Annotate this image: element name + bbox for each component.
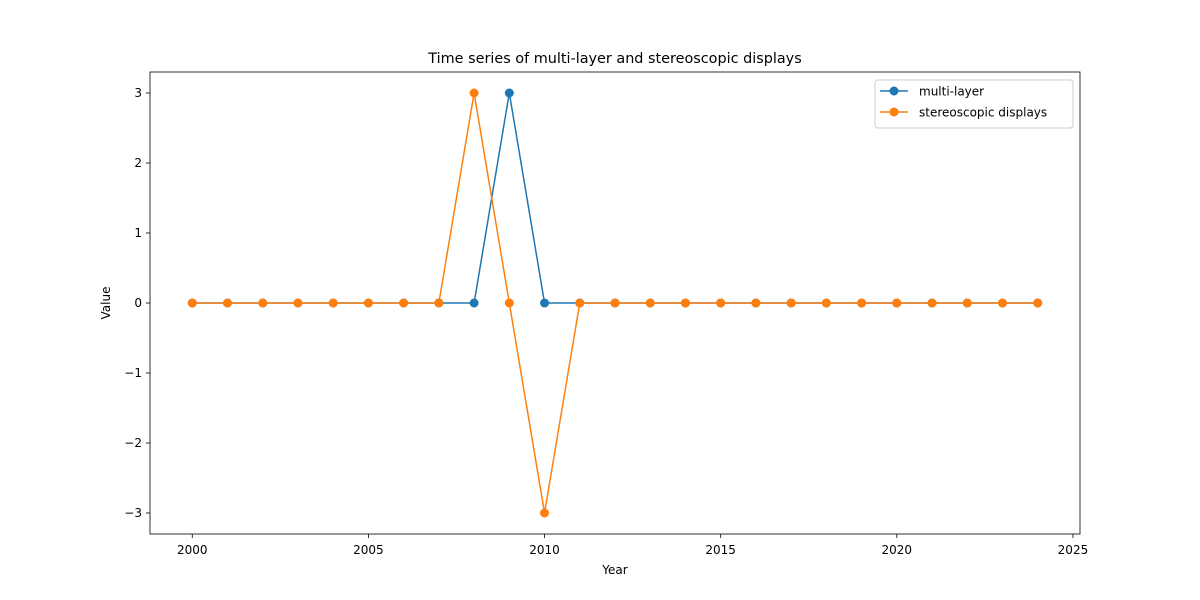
x-tick-label: 2000 — [177, 543, 208, 557]
legend-label: stereoscopic displays — [919, 106, 1047, 120]
y-tick-label: −1 — [124, 366, 142, 380]
x-tick-label: 2020 — [882, 543, 913, 557]
data-point — [293, 298, 303, 308]
chart-title: Time series of multi-layer and stereosco… — [427, 51, 801, 67]
data-point — [575, 298, 585, 308]
data-point — [504, 298, 514, 308]
y-tick-label: 0 — [134, 296, 142, 310]
data-point — [328, 298, 338, 308]
y-tick-label: 3 — [134, 86, 142, 100]
data-point — [223, 298, 232, 308]
data-point — [751, 298, 761, 308]
y-tick-label: 2 — [134, 156, 142, 170]
x-tick-label: 2010 — [529, 543, 560, 557]
y-tick-label: −2 — [124, 436, 142, 450]
data-point — [786, 298, 796, 308]
legend-marker — [889, 86, 899, 96]
data-point — [540, 298, 550, 308]
legend-label: multi-layer — [919, 85, 984, 99]
data-point — [258, 298, 268, 308]
data-point — [645, 298, 655, 308]
data-point — [399, 298, 409, 308]
data-point — [821, 298, 831, 308]
data-point — [540, 508, 550, 518]
legend: multi-layer stereoscopic displays — [874, 79, 1074, 129]
x-tick-label: 2005 — [353, 543, 384, 557]
y-axis: 3 2 1 0 −1 −2 −3 — [124, 86, 150, 520]
data-point — [434, 298, 444, 308]
data-point — [610, 298, 620, 308]
data-point — [469, 298, 479, 308]
x-axis: 2000 2005 2010 2015 2020 2025 — [177, 534, 1088, 557]
x-axis-label: Year — [601, 563, 627, 577]
data-point — [857, 298, 867, 308]
data-point — [1033, 298, 1043, 308]
data-point — [469, 88, 479, 98]
data-point — [962, 298, 972, 308]
data-point — [680, 298, 690, 308]
data-point — [998, 298, 1007, 308]
y-tick-label: −3 — [124, 506, 142, 520]
data-point — [927, 298, 937, 308]
data-point — [187, 298, 197, 308]
data-point — [363, 298, 373, 308]
legend-box — [874, 79, 1074, 129]
data-point — [716, 298, 726, 308]
y-axis-label: Value — [99, 287, 113, 320]
x-tick-label: 2015 — [705, 543, 736, 557]
data-point — [504, 88, 514, 98]
legend-marker — [889, 107, 899, 117]
x-tick-label: 2025 — [1058, 543, 1089, 557]
data-point — [892, 298, 902, 308]
y-tick-label: 1 — [134, 226, 142, 240]
plot-area — [187, 88, 1043, 518]
